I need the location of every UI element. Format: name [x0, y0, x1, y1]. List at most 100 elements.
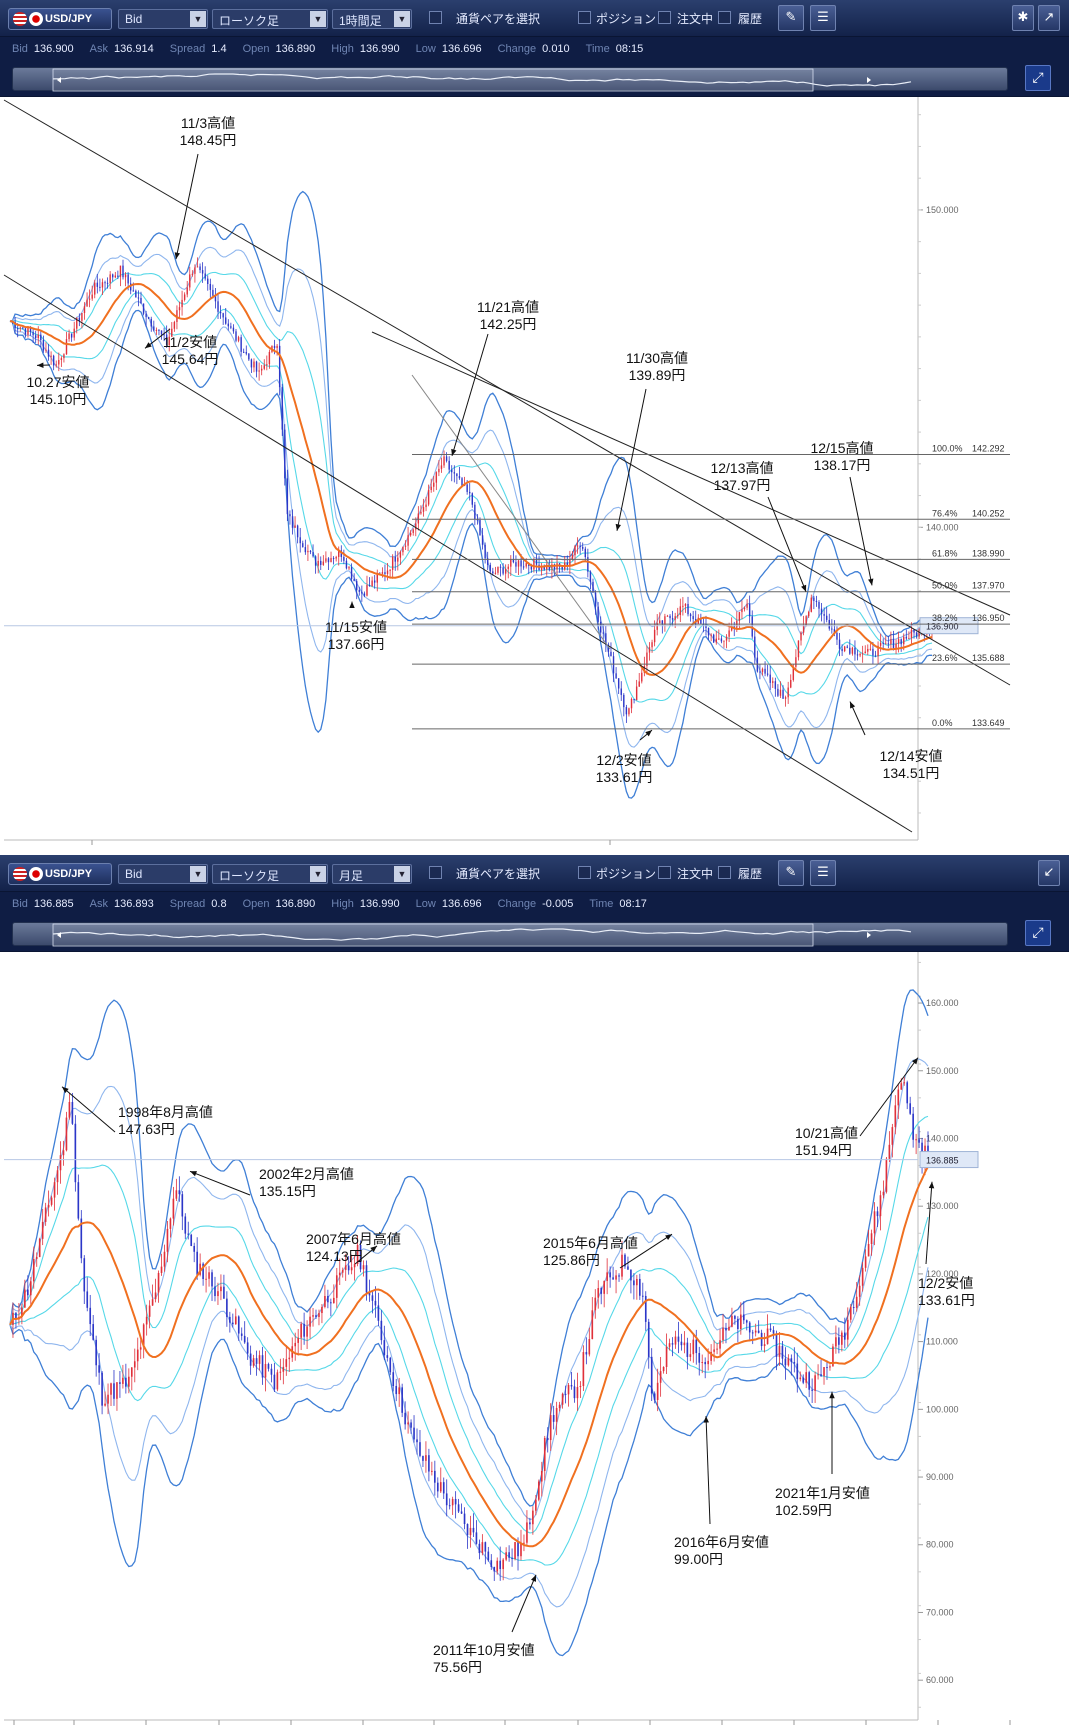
hourly-candlestick-chart[interactable]: 150.000140.00011-0112-01136.900100.0%142…: [0, 97, 1069, 850]
annotation-value: 145.10円: [30, 391, 87, 407]
annotation-title: 1998年8月高値: [118, 1104, 213, 1120]
candle-body: [380, 1320, 383, 1341]
range-scroller[interactable]: [12, 922, 1008, 947]
candle-body: [659, 1371, 662, 1383]
candle-body: [712, 634, 715, 643]
hourly-chart-panel: USD/JPY Bid ▼ ローソク足 ▼ 1時間足 ▼ 通貨ペアを選択 ポジション …: [0, 0, 1069, 850]
candle-body: [98, 1365, 100, 1373]
candle-body: [281, 387, 283, 430]
candle-body: [511, 1557, 513, 1560]
y-tick-label: 160.000: [926, 998, 959, 1008]
monthly-candlestick-chart[interactable]: 160.000 150.000 140.000 130.000 120.000 110.0…: [0, 952, 1069, 1728]
candle-body: [207, 278, 209, 285]
candle-body: [742, 1314, 745, 1321]
candle-body: [324, 1295, 326, 1307]
candle-body: [849, 647, 851, 654]
candle-body: [309, 550, 312, 553]
drawing-tool-button[interactable]: ✎: [778, 860, 804, 886]
candle-body: [759, 671, 761, 673]
time-value: 08:17: [619, 898, 647, 910]
y-tick-label: 80.000: [926, 1540, 954, 1550]
candle-body: [151, 1299, 154, 1306]
annotation-arrowhead: [829, 1391, 835, 1399]
timeframe-select[interactable]: 1時間足 ▼: [332, 9, 412, 29]
candle-body: [787, 1358, 790, 1366]
expand-icon[interactable]: ↗: [1038, 5, 1060, 31]
range-scroller[interactable]: [12, 67, 1008, 92]
fit-range-icon[interactable]: ⤢: [1025, 920, 1051, 946]
settings-gear-icon[interactable]: ✱: [1012, 5, 1034, 31]
candle-body: [160, 330, 163, 335]
candle-body: [823, 1367, 825, 1376]
fibonacci-price: 137.970: [972, 581, 1005, 591]
candle-body: [229, 1316, 231, 1323]
candle-body: [353, 1264, 356, 1268]
candle-body: [353, 578, 355, 582]
chart-type-select[interactable]: ローソク足 ▼: [212, 864, 328, 884]
candle-body: [529, 1522, 531, 1525]
candle-body: [481, 1542, 484, 1554]
candle-body: [757, 1330, 760, 1333]
candle-body: [537, 1481, 540, 1500]
candle-body: [335, 556, 337, 559]
candle-body: [674, 616, 676, 620]
y-tick-label: 100.000: [926, 1404, 959, 1414]
position-checkbox[interactable]: [578, 11, 591, 24]
candle-body: [38, 1238, 41, 1257]
history-checkbox[interactable]: [718, 866, 731, 879]
price-type-select[interactable]: Bid ▼: [118, 9, 208, 29]
annotation-value: 134.51円: [883, 765, 940, 781]
scroll-right-icon: [867, 77, 871, 83]
candle-body: [135, 290, 137, 298]
orders-checkbox[interactable]: [658, 11, 671, 24]
candle-body: [793, 1362, 796, 1364]
candle-body: [448, 1505, 451, 1507]
indicator-button[interactable]: ☰: [810, 5, 836, 31]
candle-body: [846, 646, 848, 648]
fibonacci-percent: 23.6%: [932, 653, 958, 663]
candle-body: [451, 1498, 454, 1506]
select-pair-checkbox[interactable]: [429, 866, 442, 879]
candle-body: [661, 620, 664, 625]
candle-body: [671, 618, 674, 620]
candle-body: [196, 1251, 198, 1275]
navigator-series: [52, 73, 912, 87]
candle-body: [29, 327, 32, 332]
candle-body: [487, 1551, 490, 1561]
candle-body: [832, 1346, 834, 1367]
candle-body: [407, 1422, 409, 1425]
indicator-button[interactable]: ☰: [810, 860, 836, 886]
collapse-icon[interactable]: ↙: [1038, 860, 1060, 886]
candle-body: [733, 626, 735, 628]
orders-checkbox[interactable]: [658, 866, 671, 879]
timeframe-select[interactable]: 月足 ▼: [332, 864, 412, 884]
candle-body: [27, 1289, 29, 1296]
bollinger-outer-upper: [9, 190, 933, 638]
candle-body: [181, 1194, 184, 1217]
price-type-select[interactable]: Bid ▼: [118, 864, 208, 884]
candle-body: [897, 639, 900, 644]
candle-body: [119, 1382, 121, 1384]
candle-body: [805, 616, 807, 626]
candle-body: [187, 1233, 190, 1235]
fibonacci-diagonal: [411, 374, 611, 650]
candle-body: [222, 313, 224, 318]
navigator-bar: ⤢: [0, 916, 1069, 952]
select-pair-checkbox[interactable]: [429, 11, 442, 24]
candle-body: [368, 585, 371, 587]
candle-body: [330, 558, 332, 563]
candle-body: [431, 1470, 433, 1472]
drawing-tool-button[interactable]: ✎: [778, 5, 804, 31]
candle-body: [496, 1560, 499, 1572]
history-checkbox[interactable]: [718, 11, 731, 24]
position-checkbox[interactable]: [578, 866, 591, 879]
fit-range-icon[interactable]: ⤢: [1025, 65, 1051, 91]
candle-body: [361, 591, 363, 594]
candle-body: [710, 634, 712, 636]
annotation-value: 75.56円: [433, 1659, 482, 1675]
candle-body: [908, 638, 910, 640]
currency-pair-button[interactable]: USD/JPY: [8, 8, 112, 30]
chart-type-select[interactable]: ローソク足 ▼: [212, 9, 328, 29]
currency-pair-button[interactable]: USD/JPY: [8, 863, 112, 885]
candle-body: [252, 1358, 255, 1366]
